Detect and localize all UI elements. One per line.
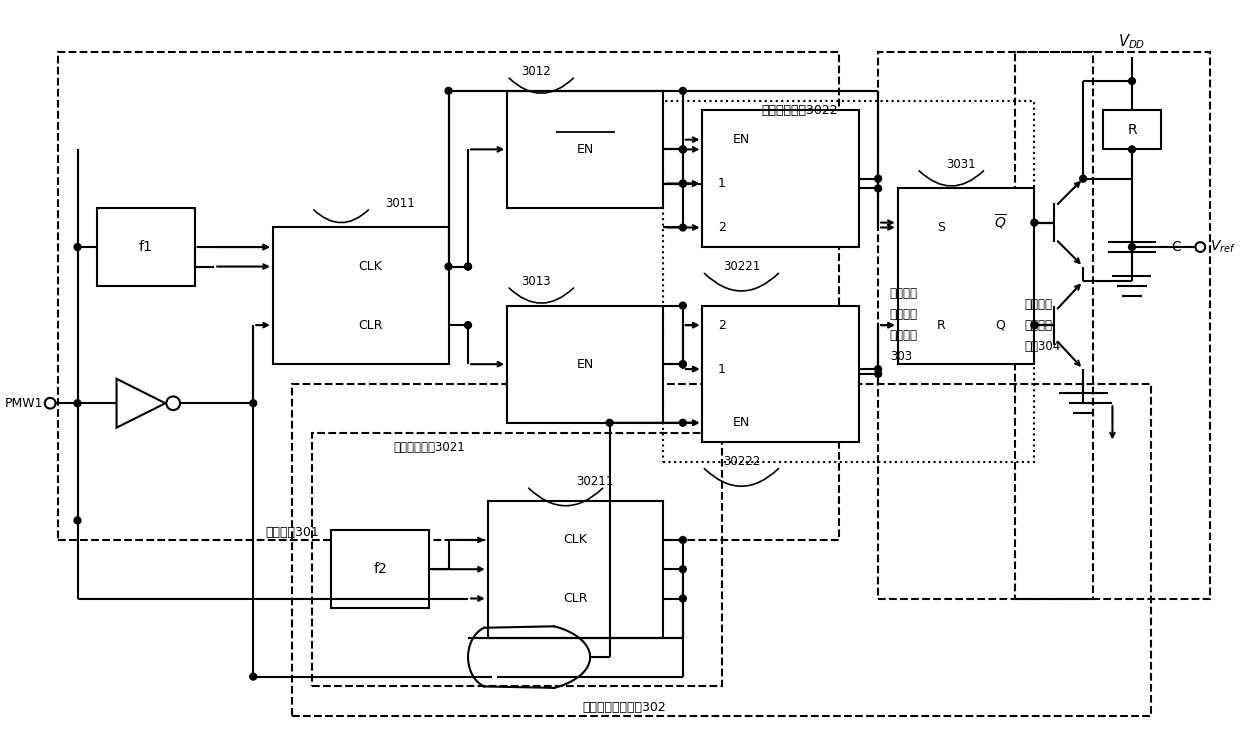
Text: PMW1: PMW1	[5, 397, 43, 410]
Text: EN: EN	[577, 358, 594, 371]
Circle shape	[680, 595, 686, 602]
Circle shape	[74, 243, 81, 251]
Circle shape	[874, 371, 882, 377]
Text: 2: 2	[718, 318, 725, 332]
Bar	[507, 91, 663, 208]
Circle shape	[680, 224, 686, 231]
Text: EN: EN	[577, 143, 594, 156]
Text: R: R	[1127, 123, 1137, 137]
Circle shape	[445, 87, 451, 94]
Circle shape	[465, 263, 471, 270]
Circle shape	[249, 400, 257, 407]
Circle shape	[680, 536, 686, 543]
Text: CLR: CLR	[563, 592, 588, 605]
Text: 脉冲宽度
调制信号
生成电路
303: 脉冲宽度 调制信号 生成电路 303	[890, 287, 918, 363]
Circle shape	[680, 361, 686, 368]
Text: R: R	[937, 318, 946, 332]
Text: 脉冲计数控制电路302: 脉冲计数控制电路302	[583, 702, 666, 714]
Circle shape	[465, 263, 471, 270]
Circle shape	[680, 146, 686, 153]
Text: 30222: 30222	[723, 455, 760, 468]
Bar	[273, 228, 449, 365]
Text: $\overline{Q}$: $\overline{Q}$	[993, 213, 1007, 232]
Circle shape	[680, 361, 686, 368]
Circle shape	[465, 321, 471, 329]
Bar	[898, 188, 1034, 365]
Text: 脉冲计数电路3021: 脉冲计数电路3021	[393, 440, 465, 454]
Text: $V_{ref}$: $V_{ref}$	[1210, 239, 1236, 255]
Circle shape	[1080, 176, 1086, 182]
Bar	[311, 432, 722, 687]
Text: EN: EN	[733, 417, 750, 429]
Circle shape	[680, 420, 686, 426]
Circle shape	[680, 180, 686, 187]
Circle shape	[74, 400, 81, 407]
Polygon shape	[117, 379, 165, 428]
Circle shape	[1128, 146, 1136, 153]
Circle shape	[680, 565, 686, 573]
Text: 30211: 30211	[577, 475, 614, 488]
Text: 3011: 3011	[384, 196, 414, 210]
Circle shape	[606, 420, 613, 426]
Text: 30221: 30221	[723, 260, 760, 273]
Text: Q: Q	[996, 318, 1006, 332]
Circle shape	[249, 673, 257, 680]
Text: 计数匹配电路3022: 计数匹配电路3022	[761, 104, 838, 117]
Circle shape	[680, 87, 686, 94]
Text: CLK: CLK	[358, 260, 382, 273]
Text: 1: 1	[718, 362, 725, 376]
Text: f2: f2	[373, 562, 387, 576]
Circle shape	[874, 185, 882, 192]
Text: 3012: 3012	[522, 65, 552, 78]
Circle shape	[680, 302, 686, 309]
Text: 1: 1	[718, 177, 725, 190]
Bar	[1102, 110, 1162, 150]
Bar	[58, 52, 839, 540]
Text: 3031: 3031	[946, 158, 976, 170]
Bar	[663, 100, 1034, 462]
Circle shape	[1030, 321, 1038, 329]
Text: f1: f1	[139, 240, 153, 254]
Text: C: C	[1171, 240, 1180, 254]
Text: 采样电路301: 采样电路301	[265, 525, 319, 539]
Text: S: S	[937, 221, 946, 234]
Bar	[97, 208, 195, 286]
Circle shape	[680, 146, 686, 153]
Circle shape	[445, 263, 451, 270]
Text: EN: EN	[733, 133, 750, 146]
Bar	[702, 306, 858, 442]
Text: 2: 2	[718, 221, 725, 234]
Bar	[293, 384, 1152, 716]
Bar	[507, 306, 663, 423]
Bar	[487, 501, 663, 638]
Circle shape	[1128, 77, 1136, 85]
Circle shape	[874, 176, 882, 182]
Text: $V_{DD}$: $V_{DD}$	[1118, 33, 1146, 51]
Bar	[702, 110, 858, 247]
Bar	[331, 530, 429, 609]
Bar	[878, 52, 1092, 598]
Circle shape	[874, 365, 882, 373]
Bar	[1014, 52, 1210, 598]
Text: CLK: CLK	[563, 533, 588, 546]
Circle shape	[680, 180, 686, 187]
Text: CLR: CLR	[358, 318, 383, 332]
Text: 线性电平
信号生成
电路304: 线性电平 信号生成 电路304	[1024, 298, 1061, 353]
Circle shape	[1128, 243, 1136, 251]
Text: 3013: 3013	[522, 275, 552, 288]
Circle shape	[1030, 219, 1038, 226]
Circle shape	[74, 517, 81, 524]
